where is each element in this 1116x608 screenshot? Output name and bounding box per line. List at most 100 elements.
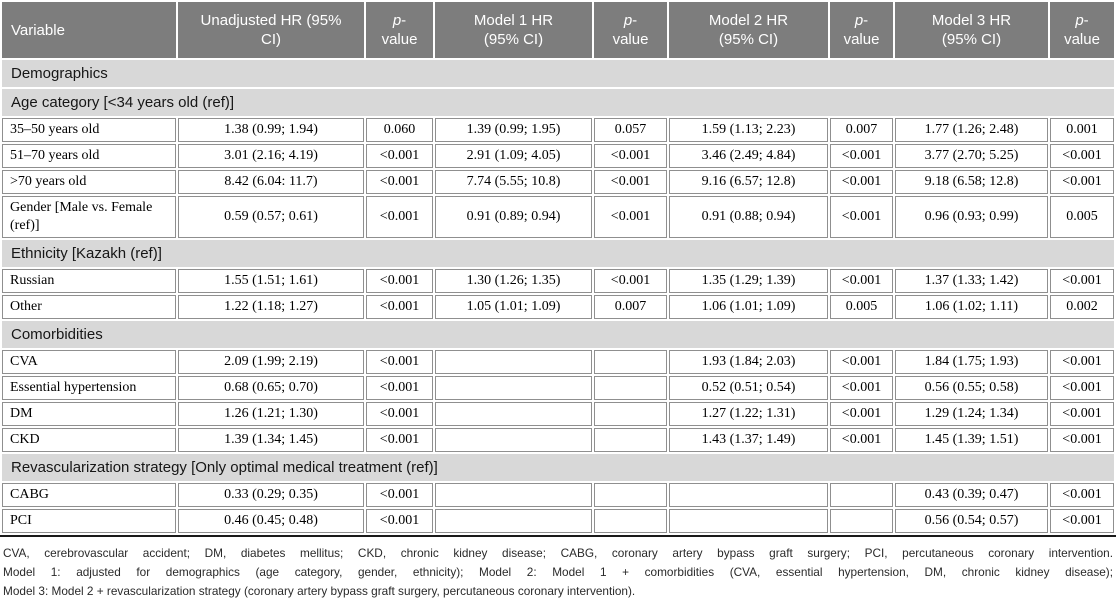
col-header-model-2-hr: Model 2 HR (95% CI) <box>669 2 828 58</box>
value-cell: 1.84 (1.75; 1.93) <box>895 350 1048 374</box>
section-row: Ethnicity [Kazakh (ref)] <box>2 240 1114 267</box>
value-cell <box>594 483 667 507</box>
value-cell: 0.59 (0.57; 0.61) <box>178 196 364 238</box>
section-header: Comorbidities <box>2 321 1114 348</box>
value-cell: <0.001 <box>366 509 433 533</box>
value-cell: <0.001 <box>830 350 893 374</box>
value-cell: 7.74 (5.55; 10.8) <box>435 170 592 194</box>
value-cell <box>435 509 592 533</box>
value-cell: <0.001 <box>1050 402 1114 426</box>
value-cell <box>435 402 592 426</box>
footnote-models-1-2: Model 1: adjusted for demographics (age … <box>3 565 1113 579</box>
value-cell: <0.001 <box>1050 428 1114 452</box>
value-cell: <0.001 <box>1050 483 1114 507</box>
value-cell: <0.001 <box>1050 350 1114 374</box>
value-cell: 0.91 (0.89; 0.94) <box>435 196 592 238</box>
col-header-label: p- <box>854 12 869 29</box>
section-header: Ethnicity [Kazakh (ref)] <box>2 240 1114 267</box>
value-cell: 1.06 (1.01; 1.09) <box>669 295 828 319</box>
value-cell <box>830 509 893 533</box>
value-cell: <0.001 <box>1050 170 1114 194</box>
value-cell: <0.001 <box>594 269 667 293</box>
value-cell: <0.001 <box>830 196 893 238</box>
col-header-label: Variable <box>11 21 65 39</box>
variable-cell: CKD <box>2 428 176 452</box>
variable-cell: CVA <box>2 350 176 374</box>
variable-cell: Essential hypertension <box>2 376 176 400</box>
value-cell: <0.001 <box>366 196 433 238</box>
value-cell: <0.001 <box>1050 269 1114 293</box>
value-cell: 0.96 (0.93; 0.99) <box>895 196 1048 238</box>
col-header-unadjusted-hr: Unadjusted HR (95% CI) <box>178 2 364 58</box>
value-cell: <0.001 <box>366 170 433 194</box>
value-cell: 0.002 <box>1050 295 1114 319</box>
variable-cell: DM <box>2 402 176 426</box>
table-row: Other 1.22 (1.18; 1.27) <0.001 1.05 (1.01; … <box>2 295 1114 319</box>
table-body: Demographics Age category [<34 years old … <box>2 60 1114 533</box>
table-row: >70 years old 8.42 (6.04: 11.7) <0.001 7.74… <box>2 170 1114 194</box>
value-cell <box>669 509 828 533</box>
value-cell <box>830 483 893 507</box>
value-cell: 1.39 (1.34; 1.45) <box>178 428 364 452</box>
value-cell: 1.37 (1.33; 1.42) <box>895 269 1048 293</box>
value-cell: 0.52 (0.51; 0.54) <box>669 376 828 400</box>
variable-cell: Gender [Male vs. Female (ref)] <box>2 196 176 238</box>
value-cell: <0.001 <box>366 295 433 319</box>
value-cell: 1.30 (1.26; 1.35) <box>435 269 592 293</box>
value-cell: <0.001 <box>594 170 667 194</box>
value-cell: <0.001 <box>366 350 433 374</box>
value-cell: 9.16 (6.57; 12.8) <box>669 170 828 194</box>
col-header-label: p- <box>1075 12 1089 29</box>
value-cell: <0.001 <box>830 402 893 426</box>
value-cell: <0.001 <box>1050 376 1114 400</box>
value-cell: <0.001 <box>830 170 893 194</box>
value-cell: <0.001 <box>830 269 893 293</box>
value-cell: 0.46 (0.45; 0.48) <box>178 509 364 533</box>
value-cell <box>435 428 592 452</box>
value-cell: 1.05 (1.01; 1.09) <box>435 295 592 319</box>
table-row: CVA 2.09 (1.99; 2.19) <0.001 1.93 (1.84; 2.… <box>2 350 1114 374</box>
value-cell: 1.77 (1.26; 2.48) <box>895 118 1048 142</box>
col-header-p-value-2: p- value <box>594 2 667 58</box>
value-cell: <0.001 <box>830 376 893 400</box>
value-cell: 1.22 (1.18; 1.27) <box>178 295 364 319</box>
value-cell: 1.59 (1.13; 2.23) <box>669 118 828 142</box>
col-header-label: p- <box>392 12 407 29</box>
section-row: Demographics <box>2 60 1114 87</box>
variable-cell: 51–70 years old <box>2 144 176 168</box>
variable-cell: CABG <box>2 483 176 507</box>
value-cell: 1.93 (1.84; 2.03) <box>669 350 828 374</box>
value-cell: <0.001 <box>366 144 433 168</box>
value-cell: <0.001 <box>830 144 893 168</box>
hr-table: Variable Unadjusted HR (95% CI) p- value… <box>2 2 1114 533</box>
value-cell: 1.27 (1.22; 1.31) <box>669 402 828 426</box>
value-cell: 0.56 (0.55; 0.58) <box>895 376 1048 400</box>
value-cell: 3.46 (2.49; 4.84) <box>669 144 828 168</box>
value-cell: <0.001 <box>1050 509 1114 533</box>
value-cell: 0.56 (0.54; 0.57) <box>895 509 1048 533</box>
col-header-p-value-1: p- value <box>366 2 433 58</box>
variable-cell: >70 years old <box>2 170 176 194</box>
value-cell: 0.007 <box>594 295 667 319</box>
col-header-label: p- <box>623 12 638 29</box>
value-cell <box>594 350 667 374</box>
col-header-label: Model 3 HR <box>931 12 1012 29</box>
value-cell: 0.005 <box>830 295 893 319</box>
value-cell: 0.43 (0.39; 0.47) <box>895 483 1048 507</box>
value-cell: 8.42 (6.04: 11.7) <box>178 170 364 194</box>
table-row: Essential hypertension 0.68 (0.65; 0.70) <… <box>2 376 1114 400</box>
col-header-label: Model 1 HR <box>473 12 554 29</box>
value-cell <box>594 376 667 400</box>
col-header-p-value-3: p- value <box>830 2 893 58</box>
value-cell: 0.057 <box>594 118 667 142</box>
value-cell: 1.39 (0.99; 1.95) <box>435 118 592 142</box>
value-cell: 2.91 (1.09; 4.05) <box>435 144 592 168</box>
value-cell: <0.001 <box>830 428 893 452</box>
value-cell: 1.06 (1.02; 1.11) <box>895 295 1048 319</box>
value-cell <box>435 483 592 507</box>
section-header: Demographics <box>2 60 1114 87</box>
section-row: Age category [<34 years old (ref)] <box>2 89 1114 116</box>
table-footnotes: CVA, cerebrovascular accident; DM, diabe… <box>0 537 1116 601</box>
value-cell: 1.55 (1.51; 1.61) <box>178 269 364 293</box>
value-cell: 2.09 (1.99; 2.19) <box>178 350 364 374</box>
